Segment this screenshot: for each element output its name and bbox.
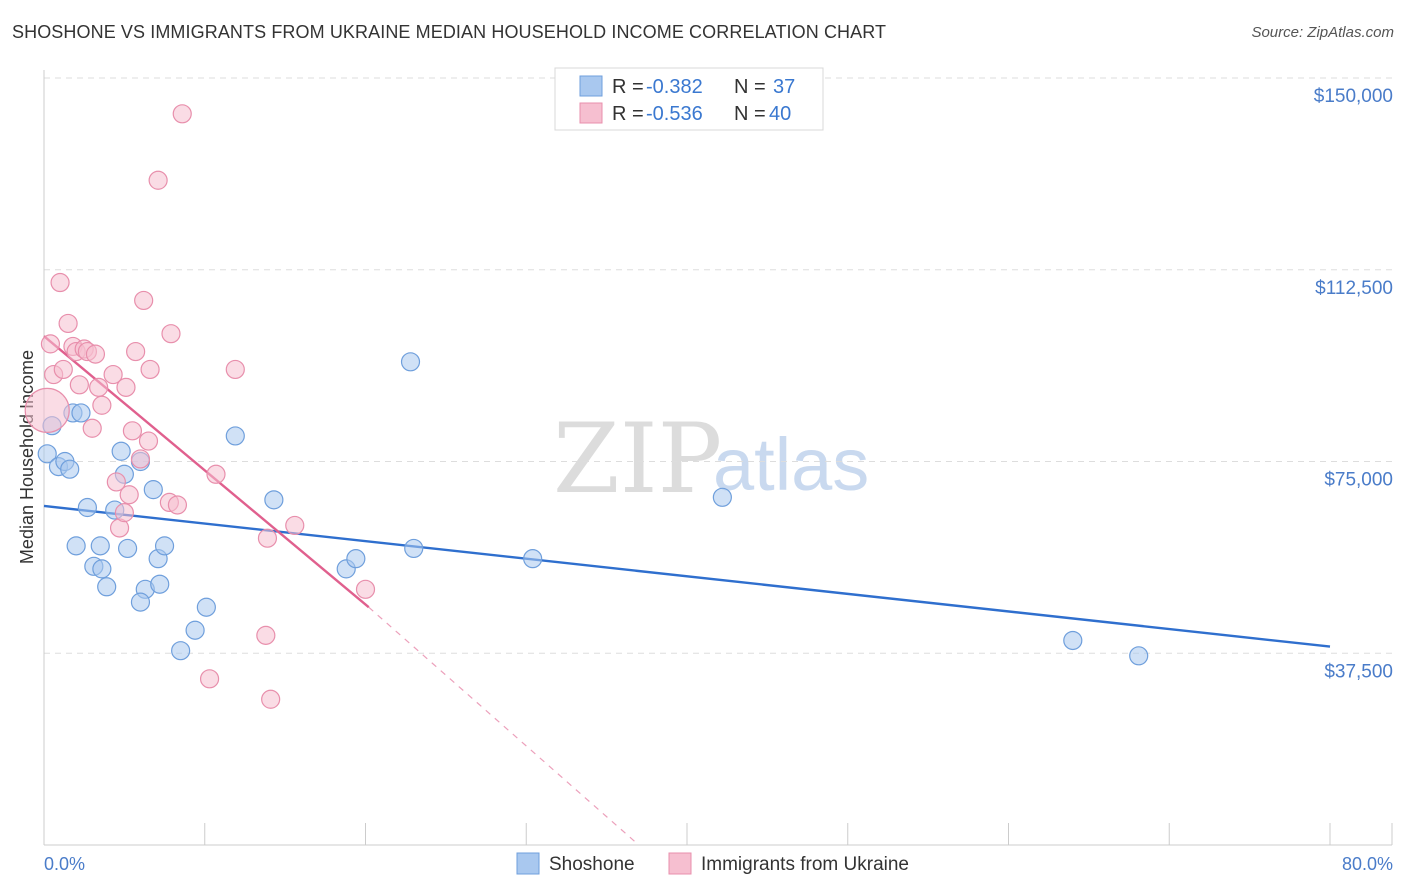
bottom-legend-label-ukraine: Immigrants from Ukraine: [701, 854, 909, 875]
point-ukraine: [134, 290, 154, 311]
watermark: ZIP atlas: [553, 403, 869, 515]
point-shoshone: [66, 536, 86, 556]
legend-r-label-ukraine: R =: [612, 103, 644, 125]
legend-n-label-shoshone: N =: [734, 76, 766, 98]
point-ukraine: [85, 344, 106, 364]
data-points: [24, 104, 1149, 709]
point-ukraine: [257, 528, 278, 548]
point-ukraine: [199, 669, 220, 689]
point-ukraine: [69, 375, 89, 395]
point-ukraine: [172, 104, 192, 124]
point-shoshone: [225, 426, 245, 446]
point-shoshone: [37, 444, 57, 464]
y-tick-label: $112,500: [1315, 278, 1393, 299]
point-ukraine: [24, 387, 70, 433]
y-tick-labels: $37,500 $75,000 $112,500 $150,000: [1314, 86, 1393, 682]
point-ukraine: [114, 503, 134, 523]
legend-n-label-ukraine: N =: [734, 103, 766, 125]
bottom-legend-swatch-ukraine: [668, 852, 692, 875]
point-shoshone: [1129, 646, 1149, 666]
series-legend: Shoshone Immigrants from Ukraine: [516, 852, 909, 875]
point-shoshone: [111, 441, 131, 461]
point-ukraine: [50, 272, 70, 293]
point-ukraine: [256, 625, 276, 645]
point-ukraine: [106, 472, 126, 492]
point-shoshone: [400, 352, 421, 372]
legend-r-value-ukraine: -0.536: [646, 103, 703, 125]
point-shoshone: [523, 549, 543, 569]
watermark-atlas: atlas: [713, 423, 869, 506]
point-ukraine: [103, 364, 123, 385]
point-ukraine: [40, 334, 61, 354]
x-tick-label-max: 80.0%: [1342, 854, 1393, 874]
point-shoshone: [196, 597, 216, 617]
x-tick-label-min: 0.0%: [44, 854, 85, 874]
point-ukraine: [225, 359, 245, 380]
legend-swatch-ukraine: [579, 102, 603, 124]
point-shoshone: [90, 536, 110, 556]
point-shoshone: [404, 538, 424, 559]
point-shoshone: [346, 549, 366, 569]
legend-n-value-shoshone: 37: [773, 76, 795, 98]
point-ukraine: [148, 170, 168, 190]
point-shoshone: [143, 480, 163, 500]
x-ticks: [43, 823, 1393, 845]
y-tick-label: $75,000: [1324, 470, 1393, 491]
point-shoshone: [117, 538, 138, 559]
point-shoshone: [130, 592, 151, 612]
point-shoshone: [60, 459, 80, 479]
bottom-legend-label-shoshone: Shoshone: [549, 854, 635, 875]
bottom-legend-swatch-shoshone: [516, 852, 540, 875]
point-shoshone: [264, 490, 284, 510]
point-shoshone: [185, 620, 205, 640]
point-ukraine: [122, 421, 143, 441]
point-ukraine: [126, 341, 146, 362]
point-shoshone: [1063, 630, 1083, 651]
point-ukraine: [140, 359, 160, 380]
point-ukraine: [285, 515, 305, 536]
y-axis-label: Median Household Income: [17, 350, 37, 564]
point-shoshone: [77, 497, 98, 518]
point-ukraine: [161, 324, 181, 344]
point-ukraine: [138, 431, 159, 451]
point-ukraine: [355, 579, 376, 599]
legend-n-value-ukraine: 40: [769, 103, 791, 125]
point-ukraine: [58, 313, 78, 334]
point-shoshone: [150, 574, 170, 594]
y-tick-label: $37,500: [1324, 661, 1393, 682]
source-note: Source: ZipAtlas.com: [1251, 24, 1394, 41]
point-ukraine: [89, 377, 109, 397]
point-ukraine: [53, 359, 73, 380]
point-ukraine: [206, 464, 226, 484]
legend-r-label-shoshone: R =: [612, 76, 644, 98]
watermark-zip: ZIP: [553, 403, 722, 515]
point-shoshone: [71, 403, 91, 423]
point-shoshone: [92, 559, 112, 579]
legend-r-value-shoshone: -0.382: [646, 76, 703, 98]
point-ukraine: [167, 495, 188, 515]
point-shoshone: [171, 641, 191, 661]
point-ukraine: [130, 449, 151, 469]
trend-line-extension-ukraine: [368, 606, 640, 846]
chart-title: SHOSHONE VS IMMIGRANTS FROM UKRAINE MEDI…: [12, 22, 887, 42]
point-ukraine: [116, 377, 136, 397]
trend-line-shoshone: [43, 504, 1331, 648]
correlation-legend: R = -0.382 N = 37 R = -0.536 N = 40: [554, 67, 824, 131]
point-shoshone: [97, 577, 117, 597]
point-ukraine: [92, 395, 112, 415]
point-shoshone: [712, 487, 732, 507]
y-tick-label: $150,000: [1314, 86, 1393, 107]
point-shoshone: [154, 536, 175, 556]
point-ukraine: [119, 485, 139, 505]
gridlines: [44, 77, 1392, 654]
point-ukraine: [261, 689, 281, 709]
point-ukraine: [82, 418, 102, 438]
legend-swatch-shoshone: [579, 75, 603, 97]
